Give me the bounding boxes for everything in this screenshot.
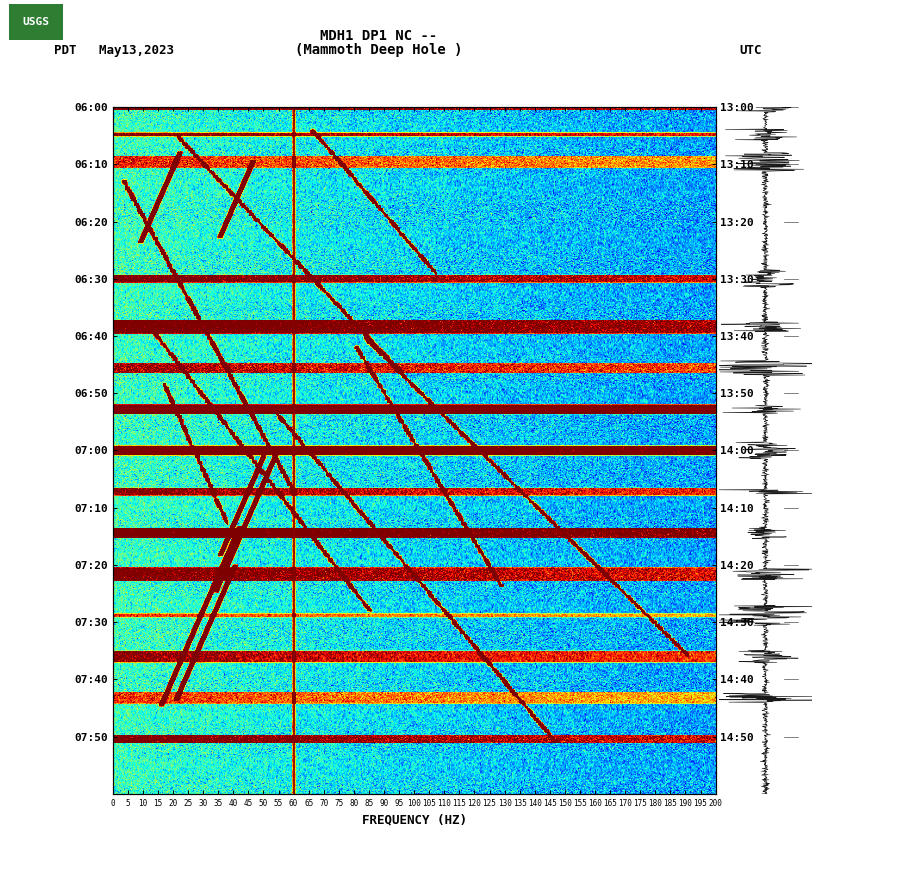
Text: PDT   May13,2023: PDT May13,2023	[54, 44, 174, 56]
FancyBboxPatch shape	[6, 3, 66, 42]
Text: MDH1 DP1 NC --: MDH1 DP1 NC --	[320, 29, 437, 43]
Text: (Mammoth Deep Hole ): (Mammoth Deep Hole )	[295, 43, 463, 56]
Text: UTC: UTC	[740, 44, 762, 56]
X-axis label: FREQUENCY (HZ): FREQUENCY (HZ)	[362, 814, 466, 826]
Text: USGS: USGS	[23, 17, 50, 28]
